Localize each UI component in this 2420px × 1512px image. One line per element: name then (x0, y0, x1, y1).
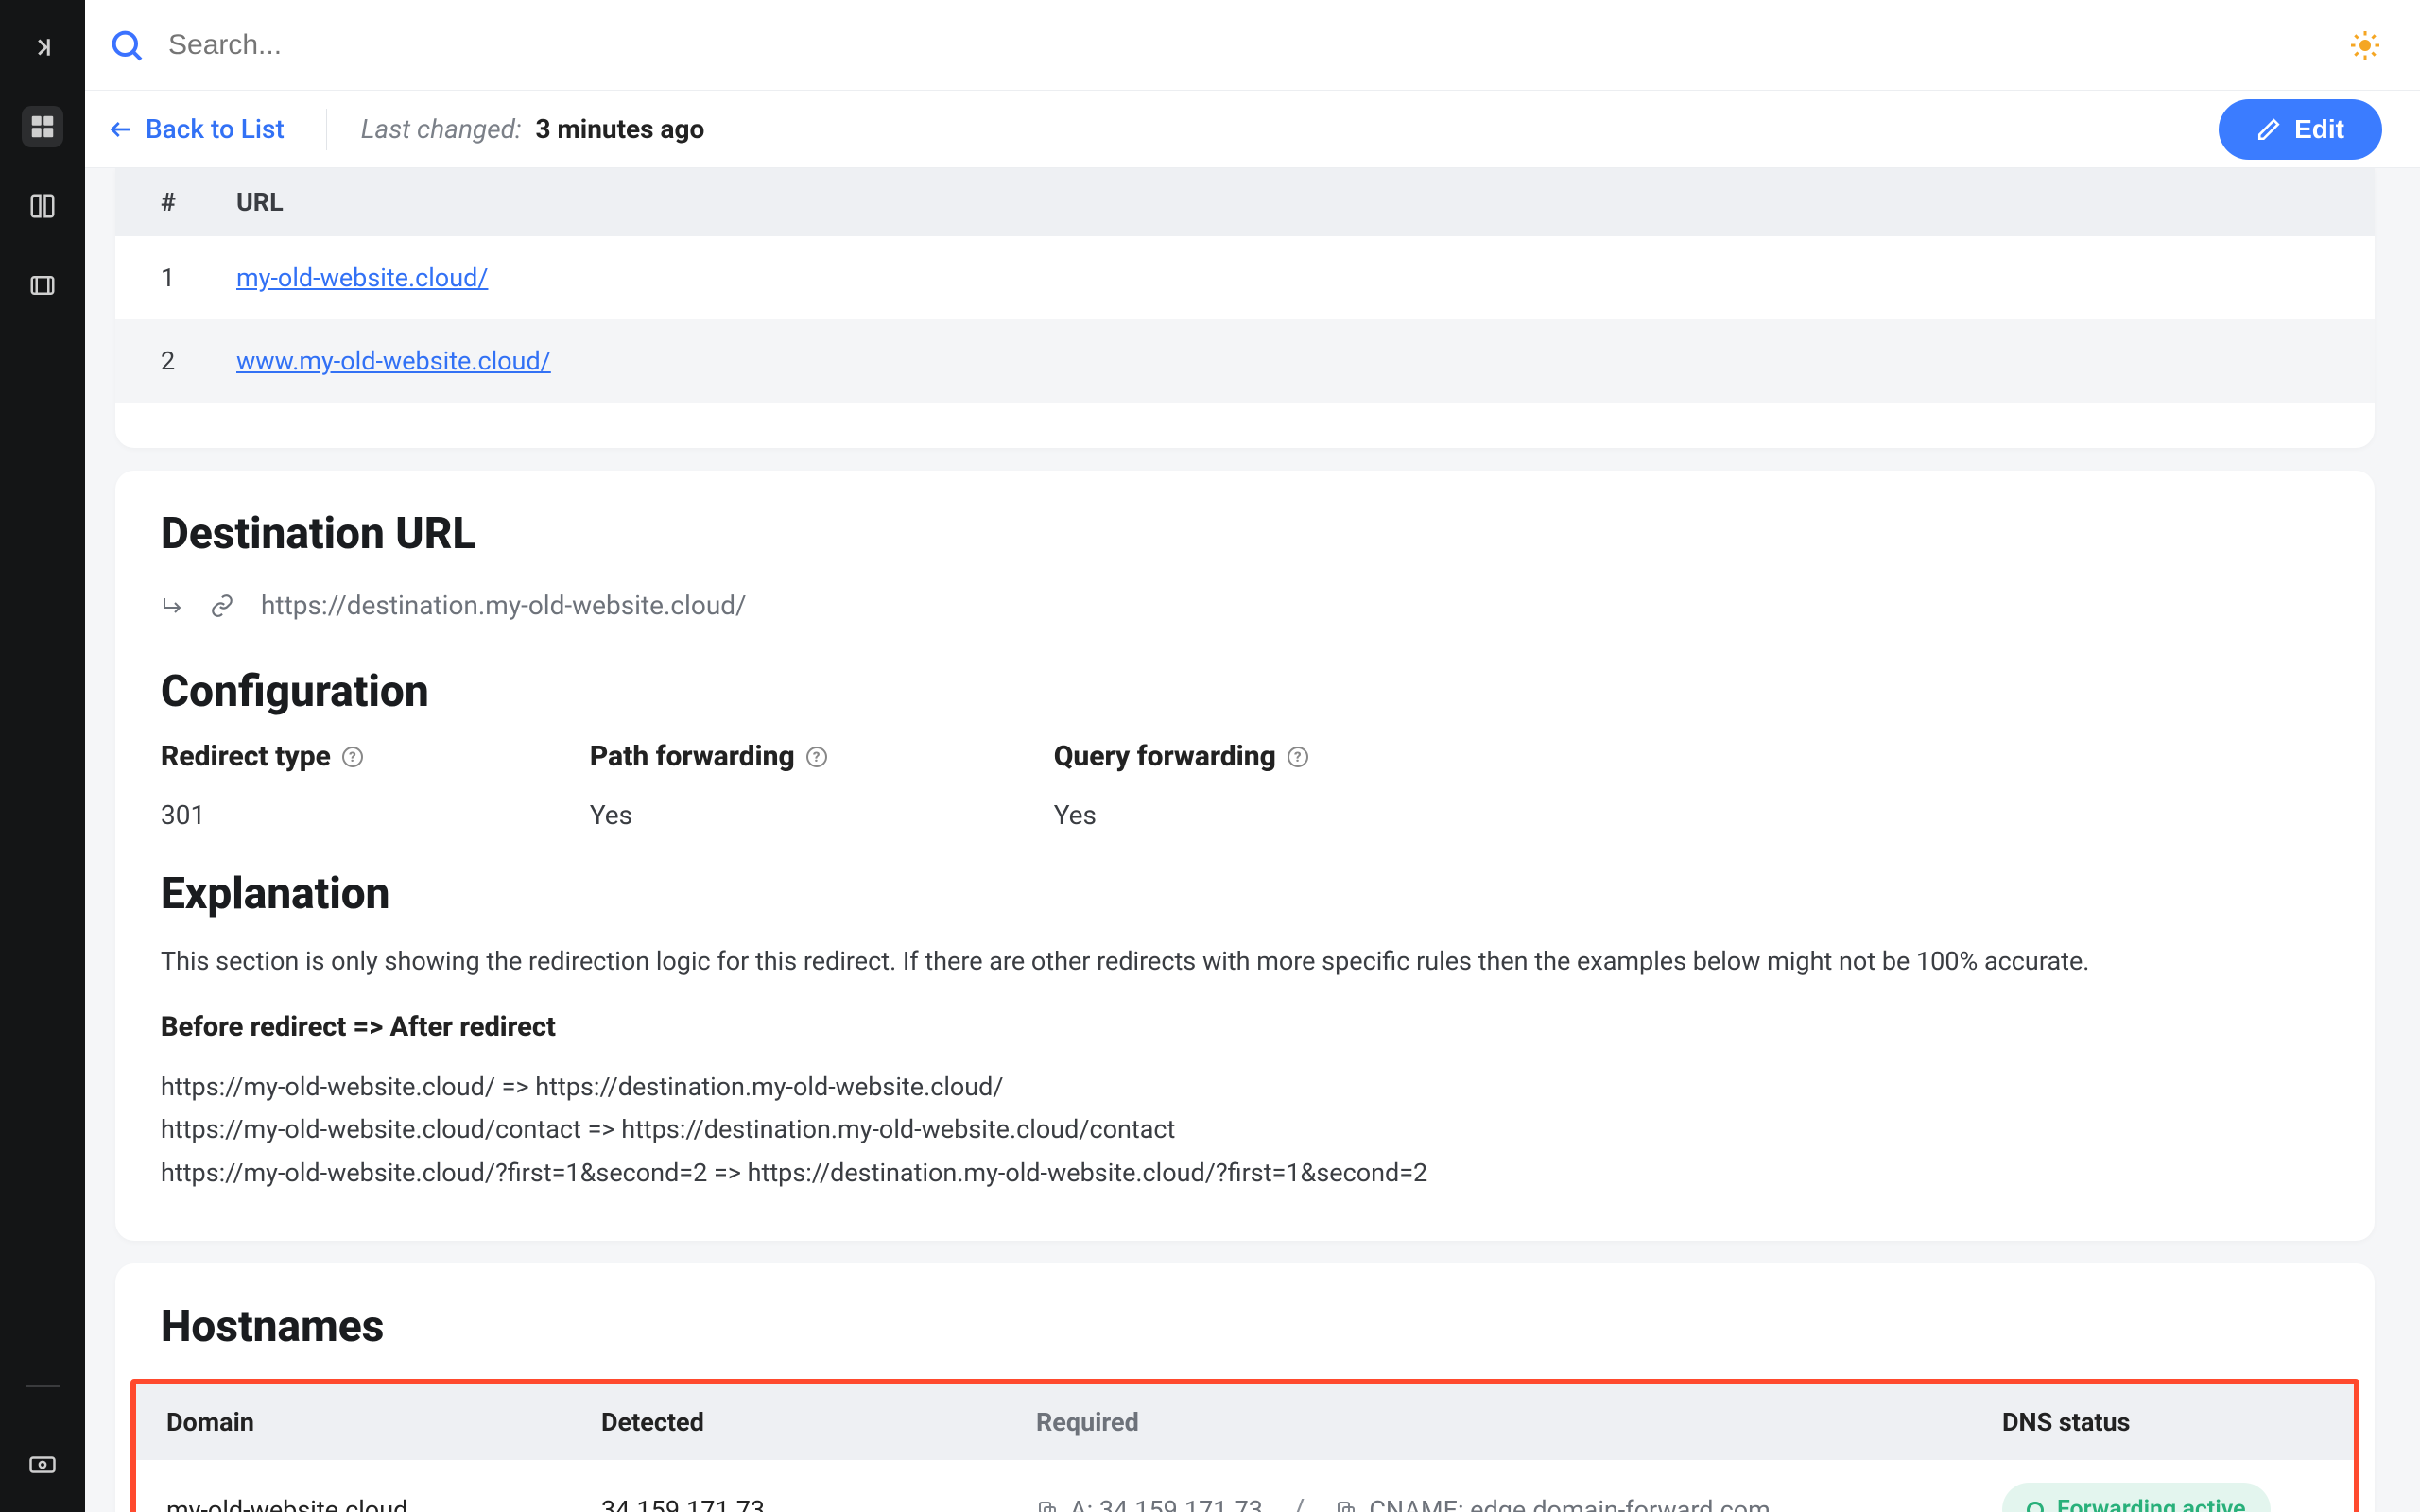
configuration-title: Configuration (115, 628, 2375, 740)
hostnames-domain: my-old-website.cloud (166, 1495, 601, 1512)
hostnames-cname-record: CNAME: edge.domain-forward.com (1369, 1495, 1771, 1512)
help-icon[interactable]: ? (806, 747, 827, 767)
arrow-sub-icon (161, 594, 183, 617)
hostnames-required: A: 34.159.171.73 / CNAME: edge.domain-forw… (1036, 1493, 2002, 1512)
search-icon[interactable] (108, 26, 146, 64)
nav-dashboard-icon[interactable] (22, 106, 63, 147)
config-item-label: Redirect type? (161, 740, 363, 773)
sources-header-row: # URL (115, 168, 2375, 236)
sources-head-index: # (161, 187, 236, 217)
rail-divider (26, 1385, 60, 1387)
sources-head-url: URL (236, 187, 284, 217)
hostnames-table-highlight: Domain Detected Required DNS status my-o… (130, 1379, 2360, 1512)
config-item-value: Yes (590, 799, 827, 831)
left-nav-rail (0, 0, 85, 1512)
edit-button[interactable]: Edit (2219, 99, 2382, 160)
vertical-separator (326, 109, 327, 150)
explanation-line: https://my-old-website.cloud/contact => … (161, 1108, 2329, 1152)
hostnames-title: Hostnames (115, 1263, 2375, 1367)
dns-status-chip: Forwarding active (2002, 1483, 2271, 1512)
hostnames-head-status: DNS status (2002, 1407, 2324, 1437)
nav-docs-icon[interactable] (22, 185, 63, 227)
hostnames-head-domain: Domain (166, 1407, 601, 1437)
nav-media-icon[interactable] (22, 265, 63, 306)
required-separator: / (1286, 1493, 1312, 1512)
config-item-value: 301 (161, 799, 363, 831)
hostnames-status: Forwarding active (2002, 1483, 2324, 1512)
hostnames-detected: 34.159.171.73 (601, 1495, 1036, 1512)
theme-toggle-icon[interactable] (2348, 28, 2382, 62)
sources-row-index: 2 (161, 346, 236, 376)
destination-url-line: https://destination.my-old-website.cloud… (115, 582, 2375, 628)
copy-icon[interactable] (1036, 1499, 1059, 1512)
explanation-examples: https://my-old-website.cloud/ => https:/… (115, 1066, 2375, 1196)
config-item: Query forwarding? Yes (1054, 740, 1308, 831)
expand-rail-button[interactable] (22, 26, 63, 68)
destination-url-value: https://destination.my-old-website.cloud… (261, 590, 747, 621)
config-item-label: Query forwarding? (1054, 740, 1308, 773)
nav-billing-icon[interactable] (22, 1444, 63, 1486)
destination-url-title: Destination URL (115, 471, 2375, 582)
help-icon[interactable]: ? (1288, 747, 1308, 767)
dns-status-label: Forwarding active (2057, 1496, 2246, 1512)
explanation-title: Explanation (115, 831, 2375, 942)
back-to-list-link[interactable]: Back to List (108, 113, 285, 145)
link-icon (210, 593, 234, 618)
hostnames-head-required: Required (1036, 1407, 2002, 1437)
sources-row: 2www.my-old-website.cloud/ (115, 319, 2375, 403)
hostnames-row: my-old-website.cloud34.159.171.73A: 34.1… (136, 1460, 2354, 1512)
config-item-label: Path forwarding? (590, 740, 827, 773)
config-item-value: Yes (1054, 799, 1308, 831)
help-icon[interactable]: ? (342, 747, 363, 767)
copy-icon[interactable] (1335, 1499, 1357, 1512)
explanation-line: https://my-old-website.cloud/ => https:/… (161, 1066, 2329, 1109)
search-bar (85, 0, 2420, 91)
edit-button-label: Edit (2294, 114, 2344, 145)
hostnames-head-detected: Detected (601, 1407, 1036, 1437)
sources-row-index: 1 (161, 263, 236, 293)
explanation-subheading: Before redirect => After redirect (115, 1011, 2375, 1066)
back-to-list-label: Back to List (146, 113, 285, 145)
status-dot-icon (2027, 1502, 2044, 1512)
sources-row-url-link[interactable]: www.my-old-website.cloud/ (236, 346, 551, 376)
detail-card: Destination URL https://destination.my-o… (115, 471, 2375, 1241)
main-area: Back to List Last changed: 3 minutes ago… (85, 0, 2420, 1512)
hostnames-header-row: Domain Detected Required DNS status (136, 1384, 2354, 1460)
sources-row-url-link[interactable]: my-old-website.cloud/ (236, 263, 488, 293)
explanation-text: This section is only showing the redirec… (115, 942, 2375, 1011)
config-item: Path forwarding? Yes (590, 740, 827, 831)
sources-card: # URL 1my-old-website.cloud/2www.my-old-… (115, 168, 2375, 448)
detail-sub-bar: Back to List Last changed: 3 minutes ago… (85, 91, 2420, 168)
search-input[interactable] (168, 29, 2348, 61)
last-changed: Last changed: 3 minutes ago (361, 113, 705, 145)
configuration-grid: Redirect type?301Path forwarding?YesQuer… (115, 740, 2375, 831)
config-item: Redirect type? 301 (161, 740, 363, 831)
hostnames-a-record: A: 34.159.171.73 (1070, 1495, 1263, 1512)
sources-row: 1my-old-website.cloud/ (115, 236, 2375, 319)
explanation-line: https://my-old-website.cloud/?first=1&se… (161, 1152, 2329, 1195)
hostnames-card: Hostnames Domain Detected Required DNS s… (115, 1263, 2375, 1512)
